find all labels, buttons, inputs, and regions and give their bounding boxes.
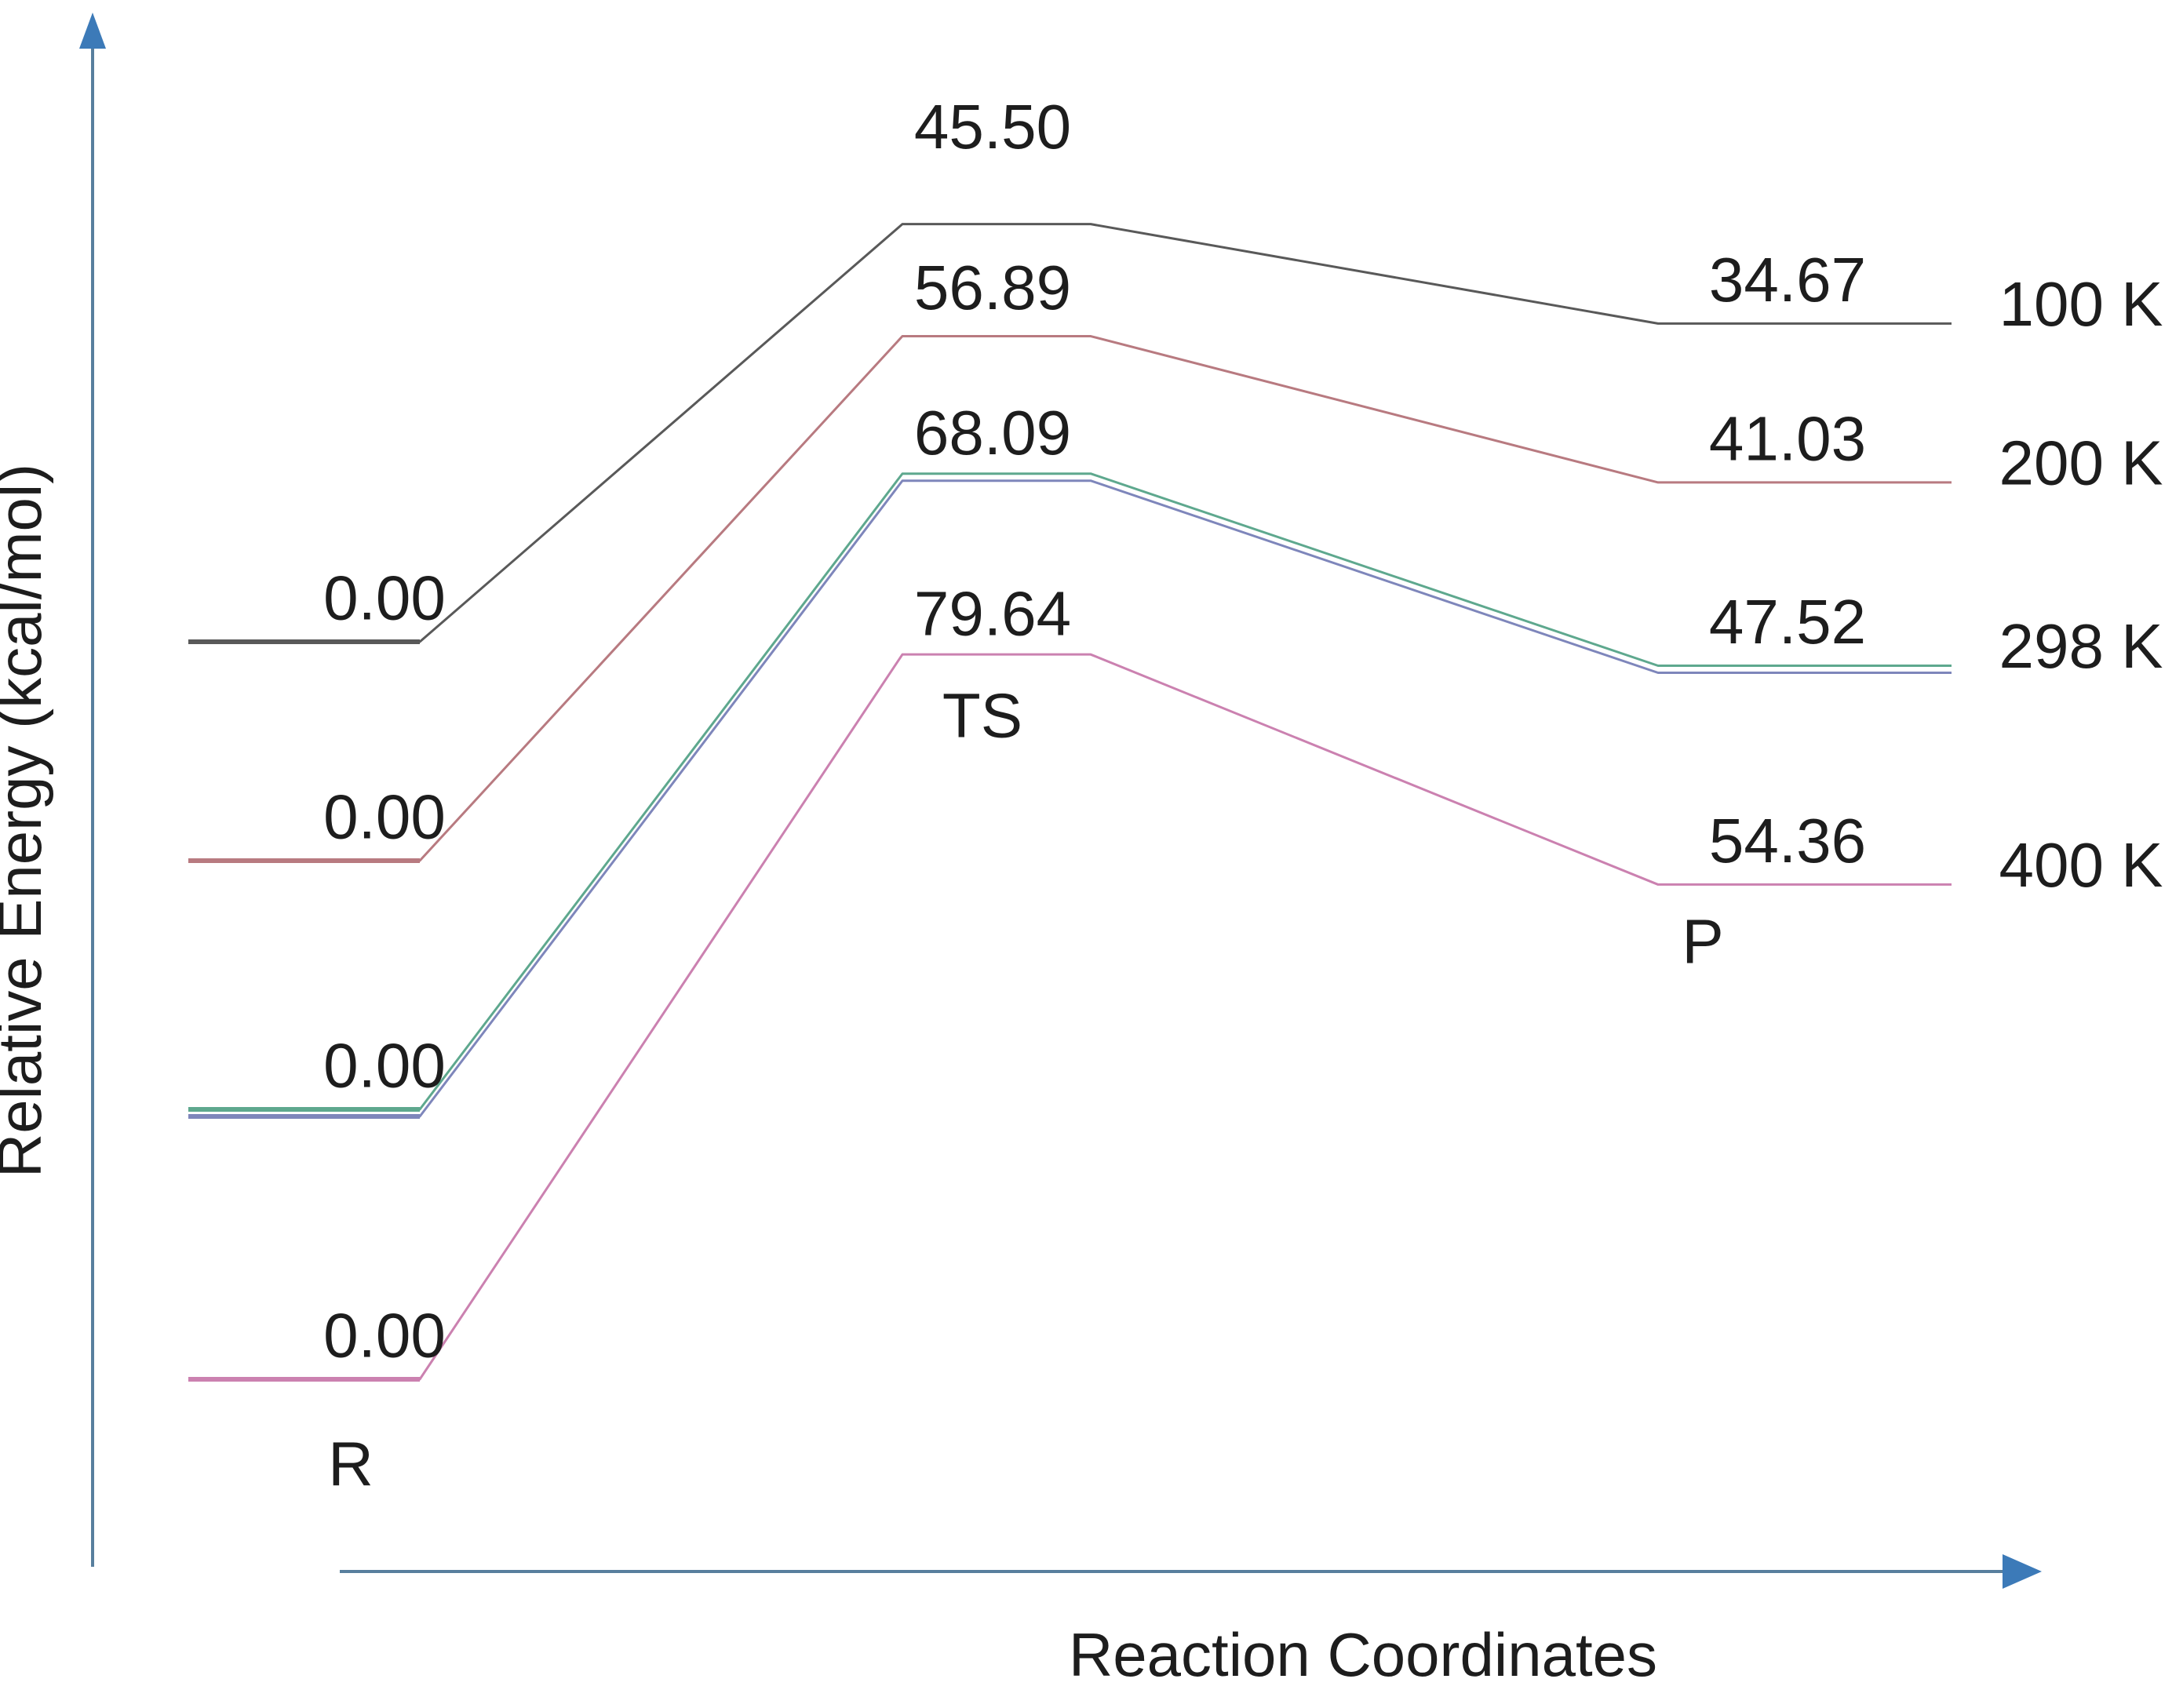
- series-layer: [188, 223, 1952, 1382]
- temperature-label-100k: 100 K: [1999, 269, 2163, 339]
- temperature-label-400k: 400 K: [1999, 830, 2163, 900]
- product-energy-label-100k: 34.67: [1709, 245, 1866, 315]
- stage-label-r: R: [328, 1429, 374, 1499]
- product-energy-label-298k: 47.52: [1709, 587, 1866, 657]
- ts-energy-label-100k: 45.50: [914, 92, 1071, 162]
- reactant-energy-label-400k: 0.00: [323, 1301, 446, 1371]
- reactant-energy-label-298k: 0.00: [323, 1031, 446, 1101]
- reactant-energy-label-200k: 0.00: [323, 782, 446, 852]
- x-axis-title: Reaction Coordinates: [1069, 1620, 1657, 1689]
- y-axis-title: Relative Energy (kcal/mol): [0, 464, 54, 1178]
- reactant-energy-label-100k: 0.00: [323, 563, 446, 633]
- temperature-label-298k: 298 K: [1999, 611, 2163, 681]
- series-298k-line: [188, 472, 1952, 1111]
- ts-energy-label-298k: 68.09: [914, 398, 1071, 468]
- series-400k-line: [188, 653, 1952, 1381]
- stage-label-ts: TS: [942, 681, 1022, 751]
- ts-energy-label-200k: 56.89: [914, 253, 1071, 322]
- labels-layer: 0.00 45.50 34.67 100 K 0.00 56.89 41.03 200 K 0.…: [323, 92, 2163, 1499]
- x-axis-arrowhead-icon: [2003, 1554, 2042, 1589]
- series-298k-secondary-line: [188, 479, 1952, 1118]
- ts-energy-label-400k: 79.64: [914, 579, 1071, 649]
- stage-label-p: P: [1682, 907, 1723, 977]
- product-energy-label-400k: 54.36: [1709, 806, 1866, 876]
- y-axis-arrowhead-icon: [79, 13, 106, 49]
- axes-layer: [79, 13, 2042, 1589]
- temperature-label-200k: 200 K: [1999, 428, 2163, 497]
- product-energy-label-200k: 41.03: [1709, 403, 1866, 473]
